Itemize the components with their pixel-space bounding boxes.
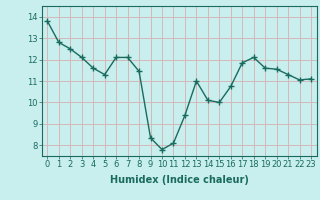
X-axis label: Humidex (Indice chaleur): Humidex (Indice chaleur) [110,175,249,185]
